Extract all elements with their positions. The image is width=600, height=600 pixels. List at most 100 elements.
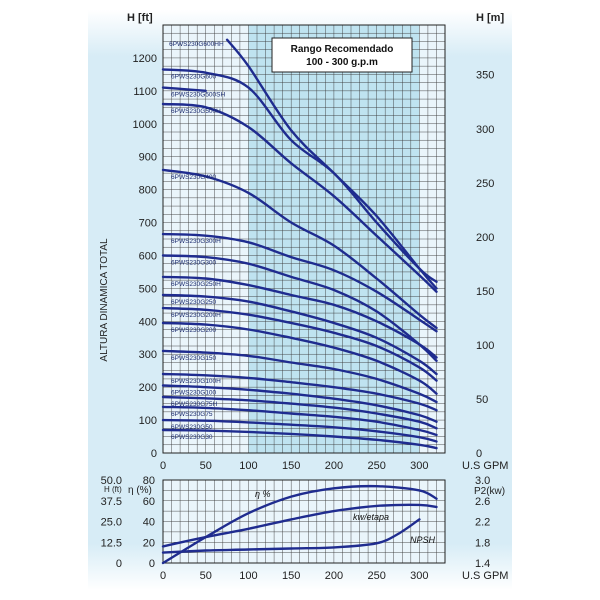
curve-label: 6PWS230G300H	[171, 238, 221, 245]
eta-tick-label: 60	[143, 496, 155, 508]
p2-tick-label: 2.6	[475, 496, 490, 508]
pump-curve	[161, 395, 438, 430]
pump-curve	[161, 232, 438, 333]
sub-curve	[161, 518, 421, 554]
curve-label: 6PWS230G600HH	[169, 41, 224, 48]
p2-tick-label: 3.0	[475, 475, 490, 487]
y-tick-label: 400	[139, 316, 157, 328]
x-tick-label: 200	[325, 460, 343, 472]
sub-x-tick-label: 100	[239, 570, 257, 582]
pump-curve	[161, 275, 438, 359]
y-right-unit-label: H [m]	[476, 12, 504, 24]
curve-label: 6PWS230G200	[171, 327, 217, 334]
y-tick-label: 1200	[133, 53, 157, 65]
curve-label: 6PWS230G100	[171, 390, 217, 397]
sub-curve	[161, 484, 438, 565]
sub-curve-label: η %	[255, 489, 271, 499]
pump-curve	[161, 68, 438, 283]
pump-curve	[161, 349, 438, 404]
y-tick-label: 900	[139, 152, 157, 164]
recommended-range-subtitle: 100 - 300 g.p.m	[306, 57, 378, 68]
curve-label: 6PWS230G200H	[171, 312, 221, 319]
h-ft-axis-title: H (ft)	[104, 485, 122, 494]
y-right-tick-label: 350	[476, 70, 494, 82]
y-right-tick-label: 50	[476, 394, 488, 406]
y-right-tick-label: 150	[476, 286, 494, 298]
pump-curve	[161, 321, 438, 395]
y-tick-label: 1100	[133, 86, 157, 98]
p2-axis-title: P2(kw)	[474, 486, 505, 497]
curve-label: 6PWS230G150	[171, 355, 217, 362]
sub-x-tick-label: 50	[200, 570, 212, 582]
pump-curve	[161, 428, 438, 450]
sub-x-tick-label: 250	[367, 570, 385, 582]
sub-x-axis-label: U.S GPM	[462, 570, 508, 582]
curve-label: 6PWS230G100H	[171, 378, 221, 385]
eta-tick-label: 0	[149, 558, 155, 570]
pump-curve	[161, 418, 438, 443]
pump-curve	[161, 102, 438, 293]
y-tick-label: 0	[151, 448, 157, 460]
eta-axis-title: η (%)	[128, 485, 152, 496]
pump-curve	[161, 168, 438, 330]
plot-frame	[162, 24, 446, 454]
curve-label: 6PWS230G250	[171, 299, 217, 306]
y-tick-label: 600	[139, 250, 157, 262]
h-ft-tick-label: 0	[116, 558, 122, 570]
h-ft-tick-label: 50.0	[101, 475, 122, 487]
y-right-tick-label: 300	[476, 124, 494, 136]
y-tick-label: 800	[139, 185, 157, 197]
pump-curve	[161, 372, 438, 412]
eta-tick-label: 40	[143, 517, 155, 529]
eta-tick-label: 80	[143, 475, 155, 487]
h-ft-tick-label: 37.5	[101, 496, 122, 508]
x-tick-label: 300	[410, 460, 428, 472]
curve-label: 6PWS230G250H	[171, 281, 221, 288]
curve-label: 6PWS230G600	[171, 73, 217, 80]
y-tick-label: 1000	[133, 119, 157, 131]
sub-x-tick-label: 0	[160, 570, 166, 582]
x-tick-label: 50	[200, 460, 212, 472]
x-tick-label: 100	[239, 460, 257, 472]
y-right-tick-label: 100	[476, 340, 494, 352]
x-tick-label: 150	[282, 460, 300, 472]
pump-curve	[161, 405, 438, 437]
sub-x-tick-label: 150	[282, 570, 300, 582]
recommended-range-title: Rango Recomendado	[291, 44, 394, 55]
p2-tick-label: 1.4	[475, 558, 490, 570]
sub-plot-frame	[162, 479, 446, 564]
curve-label: 6PWS230G500SH	[171, 92, 226, 99]
pump-curve	[161, 86, 207, 92]
sub-curve	[161, 503, 438, 548]
y-right-tick-label: 0	[476, 448, 482, 460]
pump-curve	[161, 384, 438, 423]
curve-label: 6PWS230G75H	[171, 401, 218, 408]
p2-tick-label: 1.8	[475, 537, 490, 549]
curve-label: 6PWS230G50	[171, 424, 213, 431]
x-tick-label: 250	[367, 460, 385, 472]
y-tick-label: 100	[139, 415, 157, 427]
sub-x-tick-label: 200	[325, 570, 343, 582]
y-right-tick-label: 250	[476, 178, 494, 190]
sub-curve-label: kw/etapa	[353, 512, 389, 522]
curve-label: 6PWS230G30	[171, 434, 213, 441]
curve-label: 6PWS230G300	[171, 259, 217, 266]
x-axis-label: U.S GPM	[462, 460, 508, 472]
sub-x-tick-label: 300	[410, 570, 428, 582]
head-curves-chart: 0 50 100 150 200 250 3000100200300400500600700…	[99, 12, 508, 472]
pump-curve	[161, 306, 438, 382]
y-tick-label: 700	[139, 218, 157, 230]
y-tick-label: 200	[139, 382, 157, 394]
curve-label: 6PWS230G500H	[171, 108, 221, 115]
h-ft-tick-label: 12.5	[101, 537, 122, 549]
y-left-unit-label: H [ft]	[127, 12, 153, 24]
x-tick-label: 0	[160, 460, 166, 472]
curve-label: 6PWS230G75	[171, 411, 213, 418]
y-tick-label: 500	[139, 283, 157, 295]
recommended-range-box	[271, 37, 413, 73]
p2-tick-label: 2.2	[475, 517, 490, 529]
curve-label: 6PWS230G400	[171, 174, 217, 181]
eta-tick-label: 20	[143, 537, 155, 549]
